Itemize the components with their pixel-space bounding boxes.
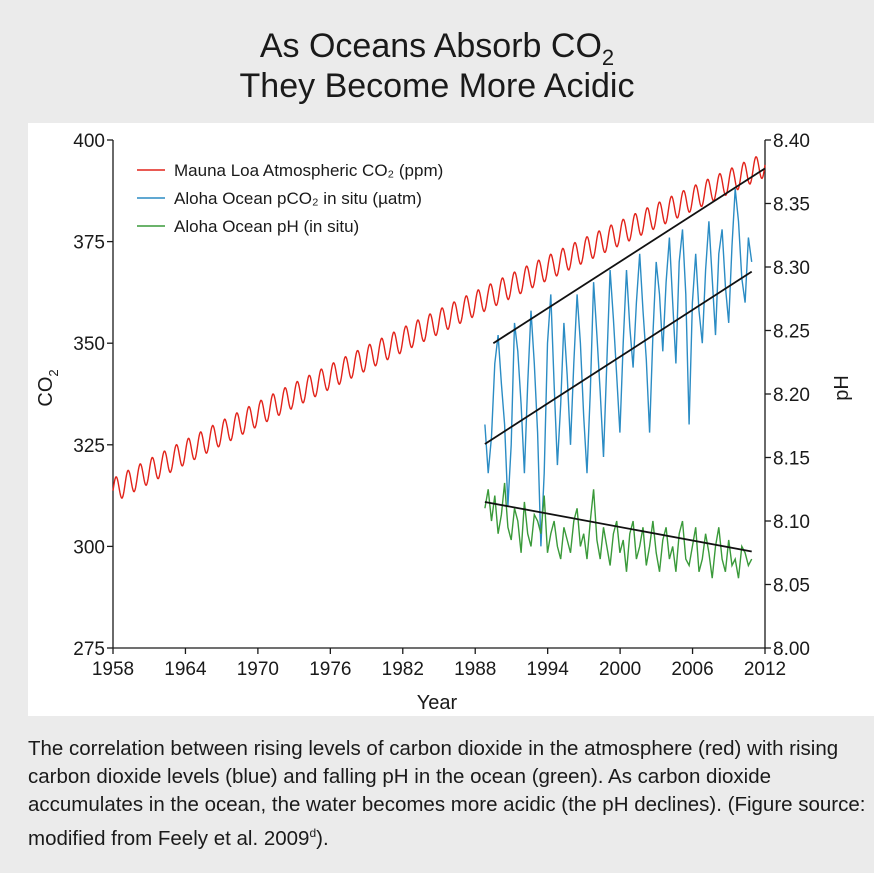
series-line-mauna-loa-co2 xyxy=(112,155,766,499)
y-left-tick-label: 400 xyxy=(73,131,105,152)
series-line-aloha-pco2 xyxy=(484,188,753,547)
y-right-tick-label: 8.00 xyxy=(773,639,810,660)
y-right-tick-label: 8.30 xyxy=(773,258,810,279)
y-right-tick-label: 8.15 xyxy=(773,449,810,470)
y-right-tick-label: 8.25 xyxy=(773,322,810,343)
trend-line-aloha-pco2 xyxy=(484,270,753,445)
x-tick-label: 2012 xyxy=(744,659,786,680)
title-subscript: 2 xyxy=(601,45,615,70)
x-axis-title: Year xyxy=(417,692,458,714)
y-right-tick-label: 8.35 xyxy=(773,195,810,216)
y-left-tick-label: 300 xyxy=(73,537,105,558)
x-tick-label: 1988 xyxy=(454,659,496,680)
y-left-tick-label: 325 xyxy=(73,436,105,457)
x-tick-label: 1970 xyxy=(237,659,279,680)
axes: 275 300 325 350 375 400 8.00 8.05 8.10 8.15 8.20 8.… xyxy=(73,131,810,680)
legend-label: Aloha Ocean pCO₂ in situ (µatm) xyxy=(174,189,422,208)
caption-superscript: d xyxy=(309,826,317,840)
chart-title-line-1: As Oceans Absorb CO2 xyxy=(0,26,874,78)
y-left-tick-label: 375 xyxy=(73,233,105,254)
legend-label: Aloha Ocean pH (in situ) xyxy=(174,217,359,236)
series-line-aloha-ph xyxy=(484,482,753,579)
x-tick-label: 1982 xyxy=(382,659,424,680)
y-left-tick-label: 275 xyxy=(73,639,105,660)
legend-label: Mauna Loa Atmospheric CO₂ (ppm) xyxy=(174,161,443,180)
title-text: As Oceans Absorb CO xyxy=(259,27,602,65)
chart-title-line-2: They Become More Acidic xyxy=(239,67,635,105)
figure-caption: The correlation between rising levels of… xyxy=(28,735,868,853)
trend-line-mauna-loa xyxy=(492,167,766,344)
plot-panel: 275 300 325 350 375 400 8.00 8.05 8.10 8.15 8.20 8.… xyxy=(28,123,874,716)
y-right-tick-label: 8.40 xyxy=(773,131,810,152)
y-right-tick-label: 8.05 xyxy=(773,576,810,597)
legend: Mauna Loa Atmospheric CO₂ (ppm) Aloha Oce… xyxy=(137,161,443,236)
x-tick-label: 2006 xyxy=(671,659,713,680)
x-tick-label: 1994 xyxy=(527,659,570,680)
trend-layer xyxy=(484,167,766,553)
y-axis-left-title-subscript: 2 xyxy=(46,369,61,376)
y-right-tick-label: 8.20 xyxy=(773,385,810,406)
y-left-tick-label: 350 xyxy=(73,334,105,355)
y-right-tick-label: 8.10 xyxy=(773,512,810,533)
x-tick-label: 1964 xyxy=(164,659,207,680)
x-tick-label: 1958 xyxy=(92,659,134,680)
chart: 275 300 325 350 375 400 8.00 8.05 8.10 8.15 8.20 8.… xyxy=(35,131,853,714)
y-axis-left-title-text: CO xyxy=(35,377,57,407)
y-axis-right-title: pH xyxy=(831,375,853,401)
x-tick-label: 1976 xyxy=(309,659,351,680)
caption-text: The correlation between rising levels of… xyxy=(28,737,866,850)
trend-line-aloha-ph xyxy=(484,501,752,553)
caption-end: ). xyxy=(316,826,329,850)
x-tick-label: 2000 xyxy=(599,659,641,680)
y-axis-left-title: CO2 xyxy=(35,369,61,406)
